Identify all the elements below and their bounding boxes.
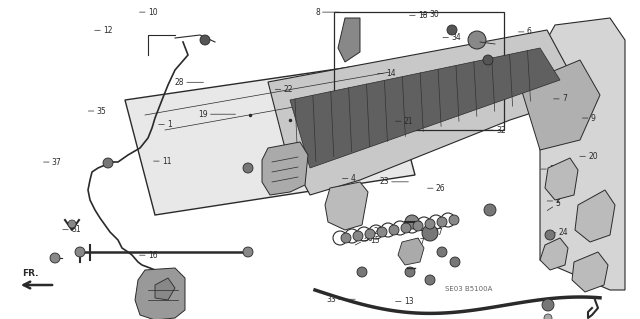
Text: 22: 22 [275, 85, 293, 94]
Text: FR.: FR. [22, 269, 38, 278]
Circle shape [365, 229, 375, 239]
Circle shape [542, 299, 554, 311]
Circle shape [243, 247, 253, 257]
Text: 28: 28 [175, 78, 204, 87]
Text: 8: 8 [315, 8, 339, 17]
Text: 27: 27 [426, 228, 444, 237]
Text: 17: 17 [406, 238, 424, 247]
Circle shape [544, 314, 552, 319]
Circle shape [357, 267, 367, 277]
Circle shape [425, 275, 435, 285]
Text: 34: 34 [443, 33, 461, 42]
Circle shape [468, 31, 486, 49]
Circle shape [243, 163, 253, 173]
Circle shape [447, 25, 457, 35]
Text: 5: 5 [547, 199, 561, 211]
Text: 29: 29 [159, 281, 177, 290]
Text: 16: 16 [140, 251, 157, 260]
Text: 2: 2 [547, 197, 560, 205]
Circle shape [401, 223, 411, 233]
Circle shape [484, 204, 496, 216]
Text: 24: 24 [550, 228, 568, 237]
Polygon shape [135, 268, 185, 319]
Circle shape [413, 221, 423, 231]
Circle shape [68, 220, 76, 228]
Text: 23: 23 [380, 177, 408, 186]
Text: 14: 14 [378, 69, 396, 78]
Polygon shape [338, 18, 360, 62]
Circle shape [483, 55, 493, 65]
Text: 6: 6 [518, 27, 532, 36]
Polygon shape [262, 142, 308, 195]
Polygon shape [325, 182, 368, 230]
Polygon shape [155, 278, 175, 300]
Text: 1: 1 [159, 120, 172, 129]
Circle shape [200, 35, 210, 45]
Text: 13: 13 [396, 297, 413, 306]
Circle shape [405, 215, 419, 229]
Text: 25: 25 [365, 227, 383, 239]
Text: 4: 4 [342, 174, 356, 183]
Polygon shape [520, 60, 600, 150]
Polygon shape [540, 18, 625, 290]
Circle shape [449, 215, 459, 225]
Circle shape [545, 230, 555, 240]
Circle shape [450, 257, 460, 267]
Circle shape [422, 225, 438, 241]
Text: 15: 15 [362, 236, 380, 245]
Circle shape [75, 247, 85, 257]
Circle shape [437, 217, 447, 227]
Text: 19: 19 [198, 110, 236, 119]
Polygon shape [572, 252, 608, 292]
Text: 35: 35 [88, 107, 106, 115]
Text: 37: 37 [44, 158, 61, 167]
Circle shape [437, 247, 447, 257]
Text: 32: 32 [488, 126, 506, 135]
Circle shape [341, 233, 351, 243]
Text: 30: 30 [421, 10, 439, 19]
Text: 20: 20 [580, 152, 598, 161]
Circle shape [405, 267, 415, 277]
Text: 7: 7 [554, 94, 567, 103]
Polygon shape [268, 30, 575, 195]
Circle shape [389, 225, 399, 235]
Circle shape [50, 253, 60, 263]
Text: 36: 36 [355, 234, 373, 245]
Polygon shape [575, 190, 615, 242]
Circle shape [425, 219, 435, 229]
Polygon shape [540, 238, 568, 270]
Text: 9: 9 [582, 114, 596, 122]
Text: 31: 31 [63, 225, 81, 234]
Polygon shape [290, 48, 560, 168]
Circle shape [103, 158, 113, 168]
Circle shape [353, 231, 363, 241]
Text: 11: 11 [154, 157, 172, 166]
Polygon shape [545, 158, 578, 200]
Text: 21: 21 [396, 117, 413, 126]
Text: 3: 3 [541, 165, 554, 174]
Text: SE03 B5100A: SE03 B5100A [445, 286, 492, 292]
Text: 12: 12 [95, 26, 113, 35]
Circle shape [377, 227, 387, 237]
Text: 33: 33 [326, 295, 355, 304]
Polygon shape [398, 238, 424, 265]
Polygon shape [125, 62, 415, 215]
Text: 26: 26 [428, 184, 445, 193]
Text: 10: 10 [140, 8, 157, 17]
Text: 18: 18 [410, 11, 428, 20]
